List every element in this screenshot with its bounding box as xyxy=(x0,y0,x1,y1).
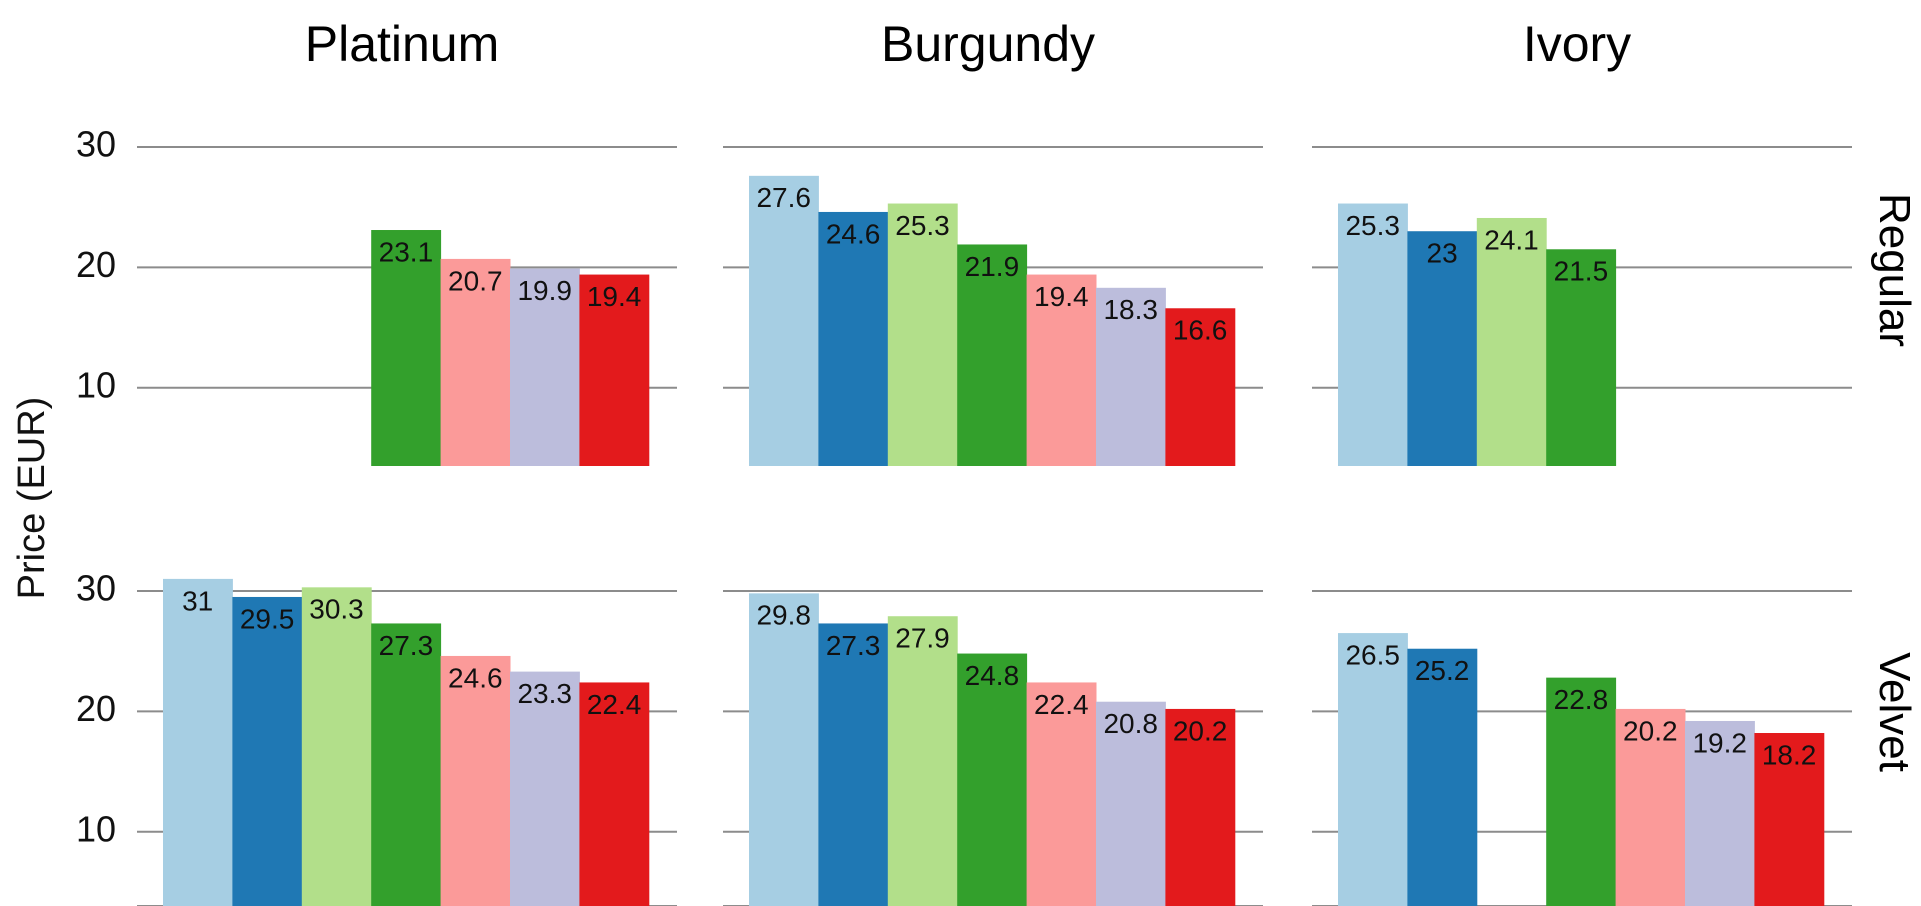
bar-platinum-velvet-series-6 xyxy=(510,671,580,906)
bar-label-burgundy-velvet-series-3: 27.9 xyxy=(895,623,950,654)
bar-burgundy-regular-series-2 xyxy=(818,211,889,466)
bar-platinum-velvet-series-1 xyxy=(163,578,233,906)
bar-burgundy-velvet-series-7 xyxy=(1165,708,1236,906)
y-tick-label-velvet-10: 10 xyxy=(76,808,116,849)
bar-label-burgundy-velvet-series-1: 29.8 xyxy=(756,600,811,631)
bar-label-burgundy-regular-series-7: 16.6 xyxy=(1173,315,1228,346)
bar-label-burgundy-velvet-series-7: 20.2 xyxy=(1173,715,1228,746)
bar-platinum-regular-series-6 xyxy=(510,268,580,466)
bar-ivory-velvet-series-4 xyxy=(1546,677,1617,906)
bar-label-ivory-velvet-series-2: 25.2 xyxy=(1415,655,1470,686)
bar-label-burgundy-velvet-series-6: 20.8 xyxy=(1103,708,1158,739)
bar-label-burgundy-regular-series-2: 24.6 xyxy=(826,218,881,249)
bar-label-platinum-velvet-series-7: 22.4 xyxy=(587,689,642,720)
bar-platinum-velvet-series-5 xyxy=(440,655,511,906)
y-tick-label-velvet-20: 20 xyxy=(76,688,116,729)
bar-label-ivory-regular-series-3: 24.1 xyxy=(1484,224,1539,255)
bar-burgundy-regular-series-5 xyxy=(1026,274,1097,466)
bar-label-burgundy-velvet-series-5: 22.4 xyxy=(1034,689,1089,720)
bar-burgundy-regular-series-3 xyxy=(887,203,958,466)
bar-label-ivory-velvet-series-5: 20.2 xyxy=(1623,715,1678,746)
bar-label-burgundy-velvet-series-2: 27.3 xyxy=(826,630,881,661)
bar-label-burgundy-regular-series-3: 25.3 xyxy=(895,210,950,241)
bar-burgundy-velvet-series-6 xyxy=(1096,701,1166,906)
bar-ivory-regular-series-3 xyxy=(1476,217,1547,466)
y-axis-title: Price (EUR) xyxy=(11,397,53,600)
bar-label-ivory-velvet-series-6: 19.2 xyxy=(1692,727,1747,758)
bar-label-platinum-velvet-series-1: 31 xyxy=(182,585,213,616)
bar-label-platinum-velvet-series-5: 24.6 xyxy=(448,662,503,693)
y-tick-label-regular-20: 20 xyxy=(76,244,116,285)
bar-ivory-velvet-series-6 xyxy=(1685,720,1755,906)
bar-label-platinum-velvet-series-6: 23.3 xyxy=(517,678,572,709)
y-tick-label-velvet-30: 30 xyxy=(76,567,116,608)
bar-burgundy-velvet-series-2 xyxy=(818,623,889,906)
bar-label-platinum-velvet-series-4: 27.3 xyxy=(379,630,434,661)
bar-label-platinum-regular-series-6: 19.9 xyxy=(517,275,572,306)
bar-platinum-velvet-series-3 xyxy=(301,587,372,906)
bar-platinum-velvet-series-4 xyxy=(371,623,442,906)
bar-platinum-velvet-series-7 xyxy=(579,682,650,906)
bar-label-ivory-velvet-series-1: 26.5 xyxy=(1345,639,1400,670)
bar-label-ivory-velvet-series-4: 22.8 xyxy=(1554,684,1609,715)
y-tick-label-regular-10: 10 xyxy=(76,364,116,405)
bar-label-platinum-velvet-series-2: 29.5 xyxy=(240,603,295,634)
bar-label-burgundy-regular-series-1: 27.6 xyxy=(756,182,811,213)
bar-ivory-velvet-series-1 xyxy=(1338,633,1408,906)
bar-platinum-velvet-series-2 xyxy=(232,596,303,906)
bar-burgundy-regular-series-4 xyxy=(957,244,1028,466)
column-title-platinum: Platinum xyxy=(305,16,500,72)
bar-burgundy-velvet-series-1 xyxy=(749,593,819,906)
bar-label-ivory-velvet-series-7: 18.2 xyxy=(1762,739,1817,770)
bar-burgundy-regular-series-6 xyxy=(1096,287,1166,466)
bar-label-platinum-regular-series-5: 20.7 xyxy=(448,265,503,296)
bar-label-platinum-regular-series-4: 23.1 xyxy=(379,236,434,267)
bar-label-platinum-regular-series-7: 19.4 xyxy=(587,281,642,312)
bar-label-burgundy-velvet-series-4: 24.8 xyxy=(965,660,1020,691)
bar-label-ivory-regular-series-4: 21.5 xyxy=(1554,256,1609,287)
bar-label-burgundy-regular-series-5: 19.4 xyxy=(1034,281,1089,312)
bar-ivory-regular-series-2 xyxy=(1407,231,1478,466)
bar-ivory-regular-series-1 xyxy=(1338,203,1408,466)
column-title-ivory: Ivory xyxy=(1523,16,1631,72)
bar-platinum-regular-series-7 xyxy=(579,274,650,466)
row-title-velvet: Velvet xyxy=(1870,652,1919,772)
bar-burgundy-velvet-series-4 xyxy=(957,653,1028,906)
bar-ivory-velvet-series-2 xyxy=(1407,648,1478,906)
bar-label-platinum-velvet-series-3: 30.3 xyxy=(309,594,364,625)
bar-label-burgundy-regular-series-4: 21.9 xyxy=(965,251,1020,282)
bar-label-ivory-regular-series-2: 23 xyxy=(1427,238,1458,269)
bar-burgundy-regular-series-7 xyxy=(1165,308,1236,466)
bar-label-ivory-regular-series-1: 25.3 xyxy=(1345,210,1400,241)
bar-ivory-regular-series-4 xyxy=(1546,249,1617,466)
y-tick-label-regular-30: 30 xyxy=(76,123,116,164)
column-title-burgundy: Burgundy xyxy=(881,16,1095,72)
bar-burgundy-velvet-series-3 xyxy=(887,616,958,906)
bar-label-burgundy-regular-series-6: 18.3 xyxy=(1103,294,1158,325)
row-title-regular: Regular xyxy=(1870,193,1919,347)
bar-ivory-velvet-series-5 xyxy=(1615,708,1686,906)
bar-platinum-regular-series-4 xyxy=(371,230,442,466)
bar-burgundy-velvet-series-5 xyxy=(1026,682,1097,906)
bar-burgundy-regular-series-1 xyxy=(749,175,819,466)
bar-platinum-regular-series-5 xyxy=(440,258,511,466)
bar-ivory-velvet-series-7 xyxy=(1754,733,1825,906)
